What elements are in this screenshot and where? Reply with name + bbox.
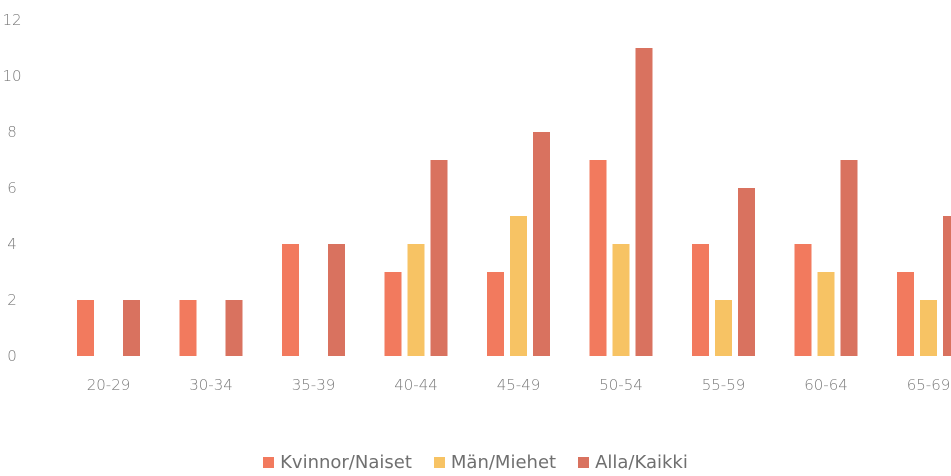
- legend-label-alla: Alla/Kaikki: [595, 451, 688, 473]
- bar: [589, 160, 607, 356]
- y-tick-label: 8: [7, 123, 17, 141]
- bar: [77, 300, 94, 356]
- x-tick-label: 60-64: [804, 376, 848, 394]
- x-tick-label: 40-44: [394, 376, 438, 394]
- legend-swatch-alla: [578, 456, 590, 468]
- x-tick-label: 50-54: [599, 376, 643, 394]
- x-tick-label: 20-29: [87, 376, 131, 394]
- y-tick-label: 10: [2, 67, 21, 85]
- legend: Kvinnor/Naiset Män/Miehet Alla/Kaikki: [0, 448, 951, 476]
- bar: [328, 244, 345, 356]
- bar: [943, 216, 951, 356]
- x-tick-label: 35-39: [292, 376, 336, 394]
- y-tick-label: 4: [7, 235, 17, 253]
- bar: [384, 272, 402, 356]
- bar: [179, 300, 197, 356]
- x-tick-label: 30-34: [189, 376, 233, 394]
- bar: [487, 272, 504, 356]
- legend-item-man: Män/Miehet: [433, 451, 557, 473]
- bar: [430, 160, 448, 356]
- bar: [533, 132, 550, 356]
- bar: [407, 244, 425, 356]
- legend-swatch-kvinnor: [263, 456, 275, 468]
- bar: [510, 216, 527, 356]
- bar: [123, 300, 140, 356]
- bar: [840, 160, 858, 356]
- legend-item-alla: Alla/Kaikki: [578, 452, 688, 473]
- x-tick-label: 65-69: [907, 376, 951, 394]
- x-tick-label: 45-49: [497, 376, 541, 394]
- bar: [794, 244, 812, 356]
- y-tick-label: 12: [2, 11, 21, 29]
- bar: [692, 244, 709, 356]
- x-tick-label: 55-59: [702, 376, 746, 394]
- bar: [897, 272, 914, 356]
- legend-item-kvinnor: Kvinnor/Naiset: [263, 452, 412, 473]
- bar: [920, 300, 937, 356]
- y-tick-label: 0: [7, 347, 17, 365]
- legend-label-kvinnor: Kvinnor/Naiset: [280, 451, 412, 473]
- bar-chart: 0 2 4 6 8 10 12 20-29 30-34 35-39 40-44 45-49 50-54 5…: [2, 11, 951, 394]
- bar: [225, 300, 243, 356]
- bar: [715, 300, 732, 356]
- legend-label-man: Män/Miehet: [450, 451, 557, 473]
- legend-swatch-man: [433, 456, 445, 468]
- y-tick-label: 2: [7, 291, 17, 309]
- bar: [738, 188, 755, 356]
- bar: [612, 244, 630, 356]
- y-tick-label: 6: [7, 179, 17, 197]
- bar: [635, 48, 653, 356]
- bar: [282, 244, 299, 356]
- bar: [817, 272, 835, 356]
